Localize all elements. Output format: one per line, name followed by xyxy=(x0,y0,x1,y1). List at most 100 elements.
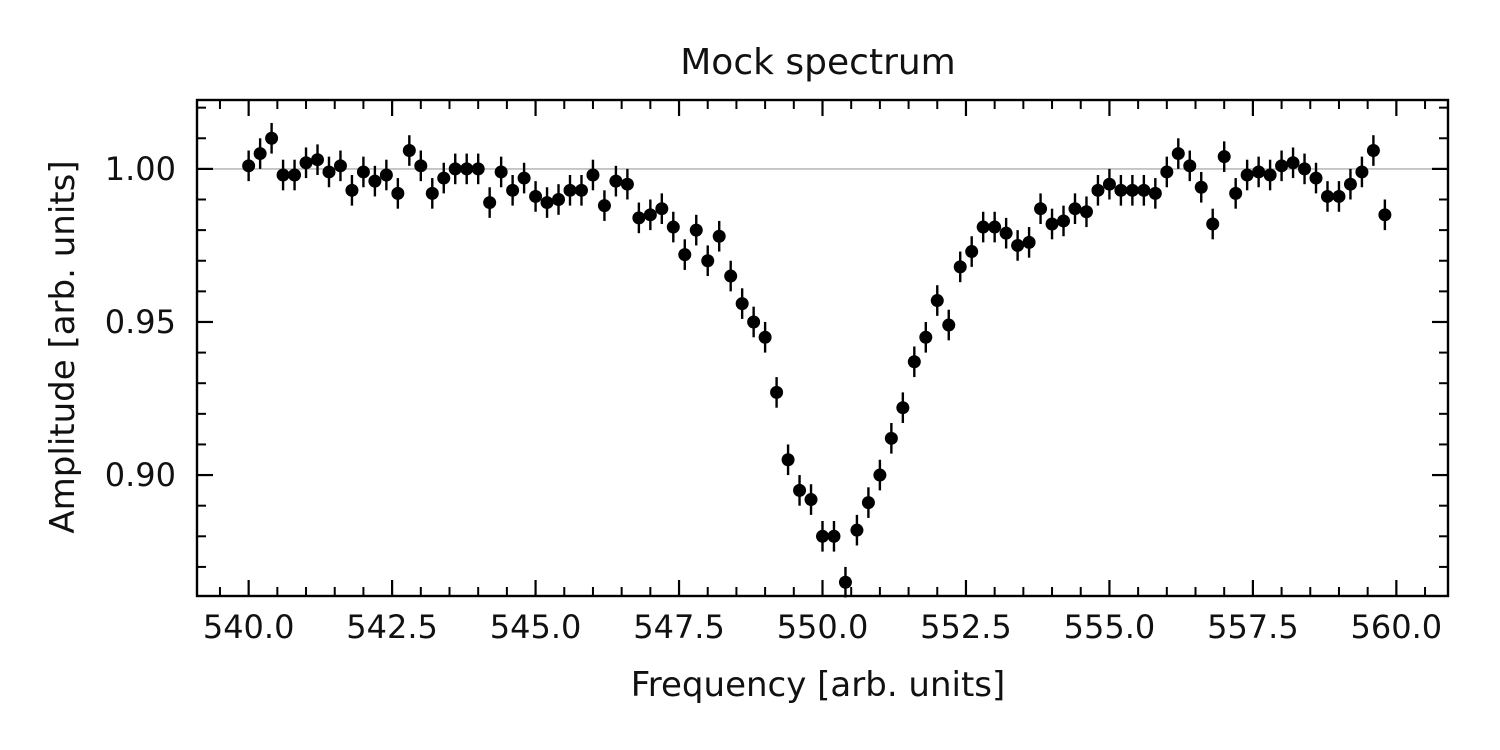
data-point xyxy=(1045,208,1059,240)
point-marker xyxy=(712,229,726,243)
point-marker xyxy=(793,483,807,497)
point-marker xyxy=(1366,144,1380,158)
point-marker xyxy=(540,196,554,210)
point-marker xyxy=(586,168,600,182)
data-point xyxy=(276,159,290,191)
point-marker xyxy=(1229,186,1243,200)
data-point xyxy=(265,122,279,154)
point-marker xyxy=(701,254,715,268)
data-point xyxy=(838,566,852,598)
point-marker xyxy=(678,248,692,262)
x-tick-label: 552.5 xyxy=(920,608,1012,646)
data-points xyxy=(242,122,1392,598)
data-point xyxy=(609,165,623,197)
data-point xyxy=(437,162,451,194)
x-tick-label: 545.0 xyxy=(490,608,582,646)
point-marker xyxy=(907,355,921,369)
x-axis-ticks: 540.0 542.5 545.0 547.5 550.0 552.5 555.0 557.5… xyxy=(203,100,1442,646)
data-point xyxy=(1343,168,1357,200)
point-marker xyxy=(311,153,325,167)
data-point xyxy=(586,159,600,191)
data-point xyxy=(1206,208,1220,240)
point-marker xyxy=(253,147,267,161)
data-point xyxy=(896,392,910,424)
point-marker xyxy=(884,431,898,445)
data-point xyxy=(333,150,347,182)
point-marker xyxy=(414,159,428,173)
point-marker xyxy=(953,260,967,274)
point-marker xyxy=(563,183,577,197)
data-point xyxy=(770,377,784,408)
point-marker xyxy=(632,211,646,225)
x-tick-label: 555.0 xyxy=(1064,608,1156,646)
point-marker xyxy=(1114,183,1128,197)
x-tick-label: 540.0 xyxy=(203,608,295,646)
data-point xyxy=(356,156,370,188)
data-point xyxy=(816,520,829,552)
y-axis-ticks: 0.90 0.95 1.00 xyxy=(105,150,1448,494)
data-point xyxy=(1309,162,1323,194)
data-point xyxy=(678,239,692,270)
data-point xyxy=(861,487,875,518)
data-point xyxy=(517,162,531,194)
data-point xyxy=(322,156,336,188)
point-marker xyxy=(1160,165,1174,179)
point-marker xyxy=(643,208,657,222)
data-point xyxy=(391,178,405,209)
data-point xyxy=(494,156,508,188)
point-marker xyxy=(1217,150,1231,164)
data-point xyxy=(1068,193,1082,224)
point-marker xyxy=(1263,168,1277,182)
point-marker xyxy=(345,183,359,197)
point-marker xyxy=(758,330,772,344)
point-marker xyxy=(850,523,864,537)
point-marker xyxy=(1125,183,1139,197)
data-point xyxy=(1298,153,1312,185)
data-point xyxy=(1355,156,1369,188)
plot-frame xyxy=(195,98,1450,598)
point-marker xyxy=(1137,183,1151,197)
point-marker xyxy=(724,269,738,283)
data-point xyxy=(414,150,428,182)
data-point xyxy=(988,211,1002,243)
point-marker xyxy=(1309,171,1323,185)
point-marker xyxy=(1079,205,1093,219)
data-point xyxy=(345,175,359,206)
point-marker xyxy=(781,453,795,467)
point-marker xyxy=(494,165,508,179)
data-point xyxy=(574,175,588,206)
data-point xyxy=(781,444,795,476)
x-minor-ticks xyxy=(218,100,1427,596)
point-marker xyxy=(1011,238,1025,252)
point-marker xyxy=(1355,165,1369,179)
point-marker xyxy=(506,183,520,197)
data-point xyxy=(1102,168,1116,200)
data-point xyxy=(1320,181,1334,212)
point-marker xyxy=(402,144,416,158)
data-point xyxy=(242,150,256,182)
point-marker xyxy=(288,168,302,182)
data-point xyxy=(563,175,577,206)
data-point xyxy=(1194,171,1208,203)
data-point xyxy=(620,168,634,200)
data-point xyxy=(540,187,554,218)
point-marker xyxy=(517,171,531,185)
point-marker xyxy=(666,220,680,234)
data-point xyxy=(1137,175,1151,206)
data-point xyxy=(552,184,566,215)
point-marker xyxy=(827,529,841,543)
data-point xyxy=(632,202,646,234)
point-marker xyxy=(1148,186,1162,200)
data-point xyxy=(724,260,738,292)
data-point xyxy=(1332,181,1346,212)
point-marker xyxy=(919,330,933,344)
point-marker xyxy=(552,193,566,207)
data-point xyxy=(907,346,921,378)
point-marker xyxy=(999,226,1013,240)
data-point xyxy=(942,309,956,341)
y-tick-label: 0.95 xyxy=(105,303,176,341)
point-marker xyxy=(735,297,749,311)
data-point xyxy=(368,165,382,197)
data-point xyxy=(976,211,990,243)
data-point xyxy=(1252,156,1266,188)
